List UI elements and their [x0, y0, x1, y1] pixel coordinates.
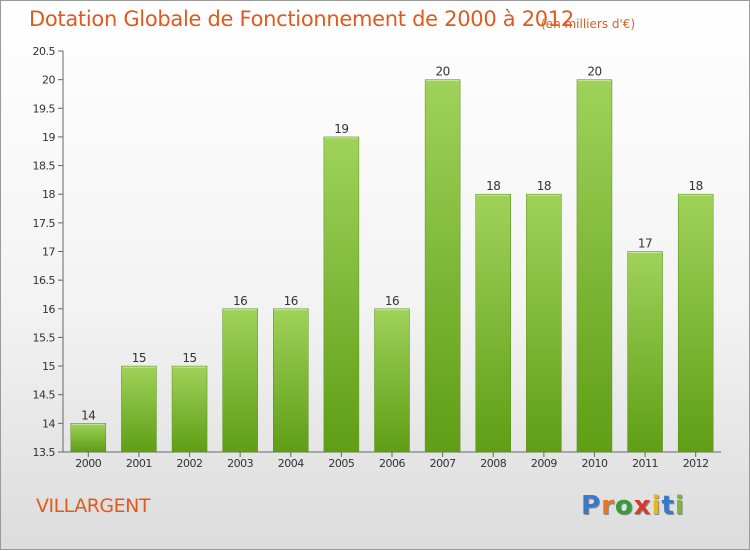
x-tick-label: 2003	[227, 457, 253, 470]
y-tick-label: 19.5	[33, 102, 56, 115]
bar	[677, 193, 714, 453]
logo-letter: i	[674, 491, 685, 521]
value-label: 15	[132, 351, 146, 365]
logo-letter: P	[581, 491, 602, 521]
y-tick-label: 17	[42, 246, 55, 259]
y-tick-label: 18.5	[33, 160, 56, 173]
value-label: 19	[334, 122, 348, 136]
x-tick-label: 2009	[531, 457, 557, 470]
y-tick-label: 18	[42, 188, 55, 201]
x-tick-label: 2001	[126, 457, 152, 470]
x-tick-label: 2002	[177, 457, 203, 470]
x-tick-label: 2006	[379, 457, 405, 470]
bar	[374, 308, 410, 453]
bar	[576, 79, 613, 453]
y-tick-label: 15	[42, 360, 55, 373]
value-label: 16	[385, 294, 399, 308]
x-tick-label: 2010	[581, 457, 607, 470]
logo-letter: r	[601, 491, 615, 521]
logo-letter: t	[661, 491, 675, 521]
y-tick-label: 16.5	[33, 274, 56, 287]
bar	[424, 79, 461, 453]
x-tick-label: 2007	[430, 457, 456, 470]
value-label: 14	[81, 408, 95, 422]
bar	[323, 136, 360, 453]
logo-letter: i	[651, 491, 662, 521]
value-labels: 14 15 15 16 16 19 16 20 18 18 20 17 18	[81, 65, 703, 423]
bars	[70, 79, 714, 453]
chart-title: Dotation Globale de Fonctionnement de 20…	[29, 7, 574, 31]
x-tick-label: 2011	[632, 457, 658, 470]
y-tick-label: 20.5	[33, 45, 56, 58]
y-tick-label: 17.5	[33, 217, 56, 230]
logo-letter: o	[614, 491, 634, 521]
bar	[627, 251, 663, 453]
logo-letter: x	[633, 491, 652, 521]
unit-label: (en milliers d'€)	[541, 17, 636, 31]
y-tick-label: 14.5	[33, 389, 56, 402]
bar	[273, 308, 309, 453]
y-tick-label: 19	[42, 131, 55, 144]
x-tick-label: 2008	[480, 457, 506, 470]
x-tick-label: 2000	[75, 457, 101, 470]
value-label: 18	[486, 179, 500, 193]
bar	[171, 365, 208, 453]
value-label: 16	[284, 294, 298, 308]
y-tick-label: 13.5	[33, 446, 56, 459]
value-label: 18	[537, 179, 551, 193]
value-label: 15	[182, 351, 196, 365]
bar	[70, 423, 107, 453]
value-label: 16	[233, 294, 247, 308]
bar	[526, 193, 562, 453]
y-tick-label: 20	[42, 74, 55, 87]
axes: 13.5 14 14.5 15 15.5 16 16.5 17 17.5 18 18.5 19 19.5…	[33, 45, 721, 470]
x-tick-label: 2005	[328, 457, 354, 470]
x-tick-label: 2012	[683, 457, 709, 470]
y-tick-label: 16	[42, 303, 55, 316]
x-tick-label: 2004	[278, 457, 304, 470]
bar	[121, 365, 157, 453]
value-label: 20	[587, 65, 601, 79]
proxiti-logo: Proxiti	[581, 491, 685, 521]
commune-name: VILLARGENT	[36, 495, 150, 517]
value-label: 18	[689, 179, 703, 193]
value-label: 20	[435, 65, 449, 79]
y-tick-label: 15.5	[33, 331, 56, 344]
y-tick-label: 14	[42, 417, 55, 430]
bar	[222, 308, 258, 453]
bar	[475, 193, 511, 453]
value-label: 17	[638, 237, 652, 251]
